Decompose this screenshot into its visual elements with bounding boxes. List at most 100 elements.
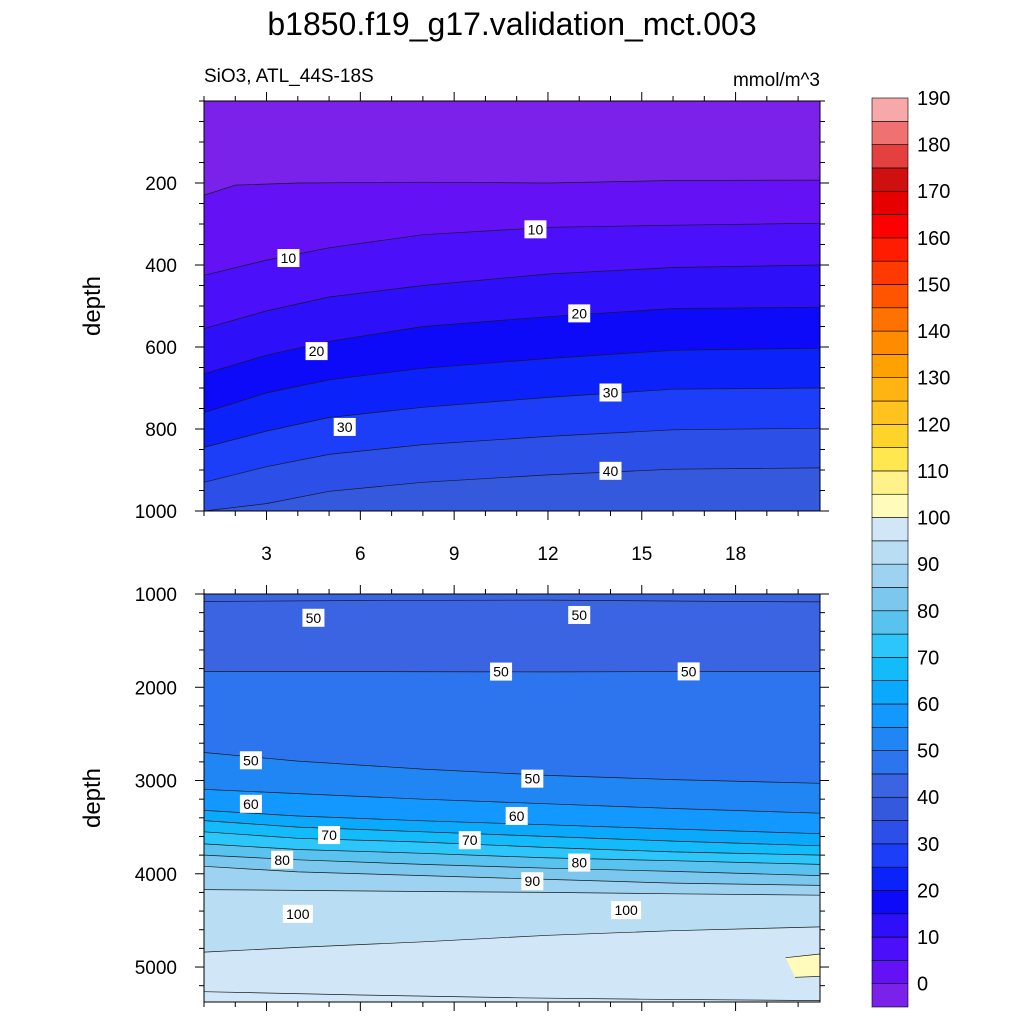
contour-label-bg (521, 872, 544, 891)
contour-label: 100 (286, 906, 310, 922)
contour-band (785, 954, 820, 978)
contour-label: 20 (309, 343, 325, 359)
colorbar-box (871, 517, 909, 542)
contour-label-bg (271, 850, 294, 869)
y-tick-label: 1000 (135, 502, 177, 523)
colorbar-label: 20 (917, 880, 939, 902)
colorbar-box (871, 983, 909, 1008)
contour-line (204, 427, 820, 483)
contour-label: 60 (243, 796, 259, 812)
contour-line (204, 222, 820, 276)
contour-label: 90 (525, 873, 541, 889)
colorbar-box (871, 144, 909, 169)
contour-line (204, 991, 820, 1001)
contour-label: 70 (321, 827, 337, 843)
colorbar-box (871, 377, 909, 402)
contour-label-bg (282, 904, 313, 923)
colorbar-label: 60 (917, 694, 939, 716)
contour-label-bg (505, 806, 528, 825)
colorbar-label: 70 (917, 647, 939, 669)
contour-label: 50 (681, 663, 697, 679)
lower-contour-fills (204, 594, 820, 1002)
colorbar-box (871, 936, 909, 961)
x-tick-label: 15 (631, 544, 652, 565)
colorbar-box (871, 913, 909, 938)
colorbar-box (871, 260, 909, 285)
colorbar-label: 30 (917, 834, 939, 856)
colorbar-label: 170 (917, 181, 950, 203)
contour-line (785, 953, 820, 978)
contour-label: 50 (525, 771, 541, 787)
colorbar-box (871, 424, 909, 448)
contour-label: 20 (571, 305, 587, 321)
y-tick-label: 600 (145, 338, 177, 359)
colorbar-box (871, 97, 909, 122)
y-tick-label: 2000 (135, 678, 177, 699)
contour-line (204, 789, 820, 814)
colorbar-box (871, 237, 909, 262)
contour-label-bg (458, 831, 481, 850)
colorbar-label: 10 (917, 927, 939, 949)
x-tick-label: 6 (355, 544, 366, 565)
colorbar-box (871, 890, 909, 915)
colorbar-box (871, 121, 909, 145)
colorbar-box (871, 167, 909, 192)
y-tick-label: 4000 (135, 865, 177, 886)
contour-label-bg (333, 417, 356, 436)
colorbar-box (871, 470, 909, 495)
contour-line (204, 264, 820, 329)
upper-contour-lines (204, 179, 820, 511)
colorbar-box (871, 633, 909, 658)
upper-axes-ticks: 3 6 9 12 15 18 200 400 600 800 1000 (135, 92, 829, 565)
contour-line (204, 467, 820, 511)
colorbar-label: 190 (917, 88, 950, 110)
colorbar-label: 100 (917, 508, 950, 530)
contour-label: 50 (306, 610, 322, 626)
lower-axes-ticks: 1000 2000 3000 4000 5000 (135, 585, 829, 1011)
contour-label-bg (521, 769, 544, 788)
contour-line (204, 831, 820, 856)
colorbar-label: 50 (917, 741, 939, 763)
contour-label: 10 (528, 221, 544, 237)
lower-contour-lines (204, 599, 820, 1001)
contour-label: 80 (571, 855, 587, 871)
units-label: mmol/m^3 (733, 70, 820, 91)
contour-line (204, 865, 820, 886)
y-tick-label: 400 (145, 256, 177, 277)
colorbar-box (871, 796, 909, 821)
y-tick-label: 3000 (135, 772, 177, 793)
contour-label-bg (277, 249, 300, 268)
contour-line (204, 889, 820, 896)
contour-label-bg (318, 826, 341, 845)
contour-label-bg (599, 461, 622, 480)
contour-label: 50 (571, 607, 587, 623)
colorbar-box (871, 540, 909, 565)
colorbar-box (871, 447, 909, 472)
contour-line (204, 752, 820, 784)
y-tick-label: 5000 (135, 958, 177, 979)
colorbar-box (871, 214, 909, 239)
contour-label-bg (611, 901, 642, 920)
upper-panel: 3 6 9 12 15 18 200 400 600 800 1000 10 10 20 20 30 30 40… (79, 92, 829, 565)
colorbar-label: 180 (917, 135, 950, 157)
contour-label: 100 (614, 902, 638, 918)
lower-panel: 1000 2000 3000 4000 5000 50 50 50 50 50 50 60 60 70 7… (79, 585, 829, 1011)
contour-line (204, 599, 820, 603)
contour-label-bg (568, 605, 591, 624)
lower-plot-frame (203, 593, 821, 1003)
colorbar-label: 110 (917, 461, 949, 483)
x-tick-label: 18 (725, 544, 746, 565)
colorbar-label: 130 (917, 368, 950, 390)
contour-label: 50 (493, 664, 509, 680)
contour-label: 70 (462, 832, 478, 848)
contour-band (204, 467, 820, 511)
colorbar-label: 80 (917, 601, 939, 623)
contour-label-bg (568, 853, 591, 872)
x-tick-label: 3 (261, 544, 272, 565)
contour-label-bg (524, 220, 547, 239)
colorbar-box (871, 820, 909, 845)
contour-line (204, 810, 820, 835)
lower-ylabel: depth (79, 768, 106, 828)
colorbar-box (871, 843, 909, 868)
contour-line (204, 306, 820, 375)
